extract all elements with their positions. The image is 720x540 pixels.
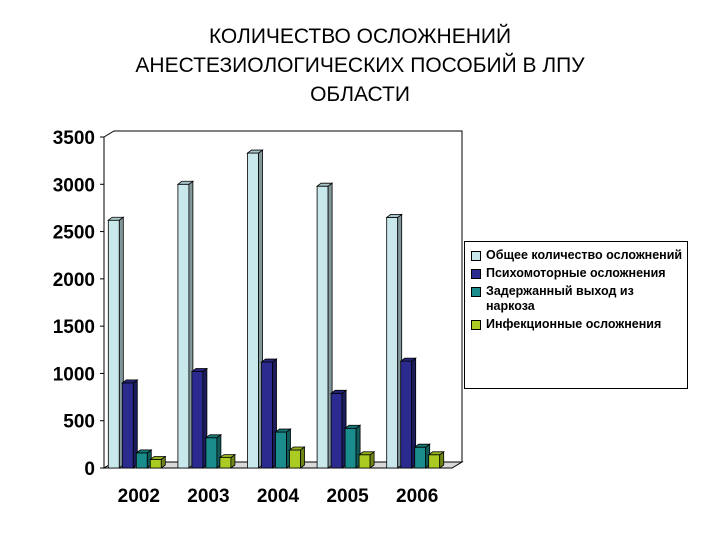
bar-2002-series-3	[135, 452, 148, 469]
bar-side-2004-series-4	[300, 446, 305, 469]
bar-top-2004-series-1	[246, 149, 264, 154]
bar-top-2002-series-1	[107, 216, 125, 221]
bar-top-2006-series-1	[385, 213, 403, 218]
legend-swatch	[471, 251, 481, 261]
y-tick-label: 0	[84, 459, 95, 480]
x-tick-label: 2003	[187, 486, 229, 507]
legend-swatch	[471, 287, 481, 297]
y-tick-label: 3500	[53, 128, 95, 149]
x-tick-label: 2006	[396, 486, 438, 507]
chart-title: КОЛИЧЕСТВО ОСЛОЖНЕНИЙ АНЕСТЕЗИОЛОГИЧЕСКИ…	[135, 25, 585, 106]
bar-top-2005-series-4	[357, 451, 376, 456]
legend-item: Инфекционные осложнения	[471, 317, 683, 332]
bar-2006-series-2	[400, 360, 413, 469]
bar-top-2004-series-4	[288, 446, 306, 451]
bar-2006-series-3	[414, 446, 427, 469]
bar-top-2006-series-4	[427, 451, 445, 456]
bar-2006-series-1	[386, 216, 399, 469]
bar-2004-series-1	[247, 152, 259, 469]
x-tick-label: 2005	[326, 486, 369, 507]
legend-item: Психомоторные осложнения	[471, 266, 683, 281]
y-tick-label: 1000	[53, 364, 95, 385]
bar-2003-series-4	[219, 457, 232, 469]
bar-2003-series-1	[177, 183, 190, 469]
y-tick-label: 500	[63, 412, 95, 433]
chart-legend: Общее количество осложнений Психомоторные…	[464, 241, 688, 389]
bar-2003-series-3	[205, 437, 218, 469]
bar-2005-series-4	[358, 454, 371, 469]
bar-top-2003-series-2	[190, 368, 209, 372]
y-tick-label: 3000	[53, 175, 95, 196]
bar-2004-series-4	[289, 449, 301, 469]
bar-top-2005-series-2	[329, 389, 348, 394]
bar-top-2004-series-3	[274, 428, 292, 433]
bar-2002-series-2	[121, 382, 134, 469]
bar-top-2002-series-2	[121, 379, 139, 384]
bar-2005-series-3	[344, 427, 357, 469]
legend-label: Психомоторные осложнения	[486, 266, 666, 280]
x-tick-label: 2002	[118, 486, 160, 507]
legend-label: Инфекционные осложнения	[486, 317, 662, 331]
y-tick-label: 2000	[53, 270, 95, 291]
legend-label: Задержанный выход из наркоза	[486, 284, 634, 313]
legend-swatch	[471, 269, 481, 279]
bar-top-2005-series-1	[315, 182, 334, 187]
bar-2006-series-4	[428, 454, 441, 469]
bar-2002-series-4	[149, 459, 162, 469]
legend-item: Задержанный выход из наркоза	[471, 284, 683, 314]
bar-top-2004-series-2	[260, 358, 278, 363]
bar-top-2006-series-3	[413, 443, 431, 448]
bar-top-2005-series-3	[343, 424, 362, 429]
bar-top-2003-series-1	[176, 180, 195, 185]
bar-top-2003-series-3	[204, 434, 223, 439]
y-tick-label: 2500	[53, 223, 95, 244]
x-tick-label: 2004	[257, 486, 300, 507]
bar-top-2003-series-4	[218, 454, 237, 458]
bar-2004-series-2	[261, 361, 273, 469]
bar-top-2002-series-4	[149, 456, 167, 460]
bar-2005-series-2	[330, 392, 343, 469]
bar-2004-series-3	[275, 431, 287, 469]
bar-top-2002-series-3	[135, 449, 153, 454]
y-tick-label: 1500	[53, 317, 95, 338]
bar-2005-series-1	[316, 185, 329, 469]
bar-2002-series-1	[107, 219, 120, 469]
legend-label: Общее количество осложнений	[486, 248, 683, 262]
legend-swatch	[471, 320, 481, 330]
legend-item: Общее количество осложнений	[471, 248, 683, 263]
bar-top-2006-series-2	[399, 357, 417, 362]
bar-2003-series-2	[191, 371, 204, 469]
